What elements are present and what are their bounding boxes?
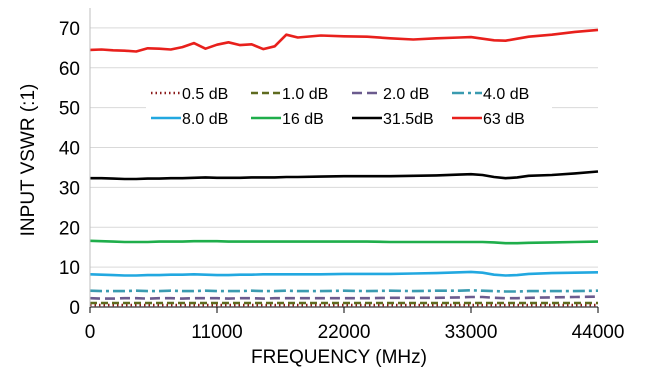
tick-labels: 0 10 20 30 40 50 60 70 0 11000 22000 33000 44000: [59, 19, 625, 343]
series-lines: [89, 28, 599, 307]
x-tick-label-33000: 33000: [445, 322, 498, 343]
series-line-2.0-db: [89, 295, 599, 300]
y-tick-label-40: 40: [59, 139, 80, 160]
y-tick-label-30: 30: [59, 178, 80, 199]
legend-background: [146, 78, 552, 130]
horizontal-gridlines: [90, 27, 598, 268]
series-line-4.0-db: [89, 288, 599, 293]
x-tick-label-11000: 11000: [191, 322, 242, 343]
legend-label-63-db: 63 dB: [483, 111, 525, 128]
y-tick-label-20: 20: [59, 218, 80, 239]
legend-label-16-db: 16 dB: [282, 111, 324, 128]
y-tick-label-50: 50: [59, 99, 80, 120]
y-tick-label-70: 70: [59, 19, 80, 40]
series-line-8.0-db: [89, 270, 599, 277]
legend-label-1.0-db: 1.0 dB: [282, 86, 328, 103]
legend-label-31.5db: 31.5dB: [383, 111, 434, 128]
series-line-16-db: [89, 239, 599, 245]
series-line-31.5db: [90, 170, 599, 181]
y-tick-label-0: 0: [69, 298, 80, 319]
legend-label-2.0-db: 2.0 dB: [383, 86, 429, 103]
x-tick-label-0: 0: [85, 322, 96, 343]
legend-label-0.5-db: 0.5 dB: [182, 86, 228, 103]
x-tick-label-44000: 44000: [572, 322, 625, 343]
y-axis-label: INPUT VSWR (:1): [18, 84, 39, 237]
x-tick-label-22000: 22000: [318, 322, 371, 343]
legend: 0.5 dB 1.0 dB 2.0 dB 4.0 dB 8.0 dB 16 dB 31.5d…: [146, 78, 552, 130]
y-tick-label-10: 10: [59, 258, 80, 279]
x-axis-label: FREQUENCY (MHz): [251, 347, 427, 368]
legend-label-4.0-db: 4.0 dB: [483, 86, 529, 103]
series-line-63-db: [89, 28, 599, 53]
y-tick-label-60: 60: [59, 59, 80, 80]
legend-label-8.0-db: 8.0 dB: [182, 111, 228, 128]
